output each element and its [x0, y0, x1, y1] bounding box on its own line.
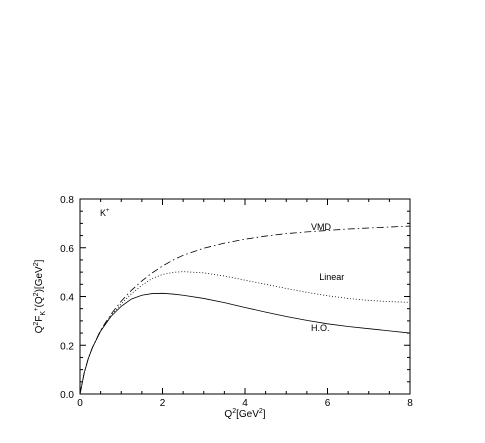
x-tick-label: 0 [77, 398, 83, 409]
annotation-h-o: H.O. [311, 323, 330, 333]
annotation-vmd: VMD [311, 222, 332, 232]
y-tick-label: 0.8 [60, 195, 74, 206]
y-tick-label: 0.6 [60, 244, 74, 255]
x-tick-label: 8 [407, 398, 413, 409]
axis-ticks [79, 198, 411, 395]
x-tick-label: 6 [325, 398, 331, 409]
x-tick-label: 4 [242, 398, 248, 409]
axis-tick-labels: 0 2 4 6 8 0.0 0.2 0.4 0.6 0.8 [60, 195, 413, 409]
series-line-h-o [79, 292, 411, 395]
x-axis-label: Q2[GeV2] [224, 408, 265, 420]
x-tick-label: 2 [160, 398, 166, 409]
y-axis-label: Q2FK+(Q2)[GeV2] [33, 259, 47, 333]
particle-label: K+ [100, 208, 110, 218]
series-annotations: VMD Linear H.O. [311, 222, 344, 333]
annotation-linear: Linear [319, 272, 344, 282]
plot-frame [79, 198, 411, 395]
series-lines [79, 225, 411, 395]
y-tick-label: 0.0 [60, 390, 74, 401]
plot-area-border [79, 198, 411, 395]
series-line-vmd [79, 225, 411, 395]
y-tick-label: 0.2 [60, 341, 74, 352]
y-tick-label: 0.4 [60, 293, 74, 304]
series-line-linear [79, 271, 411, 395]
